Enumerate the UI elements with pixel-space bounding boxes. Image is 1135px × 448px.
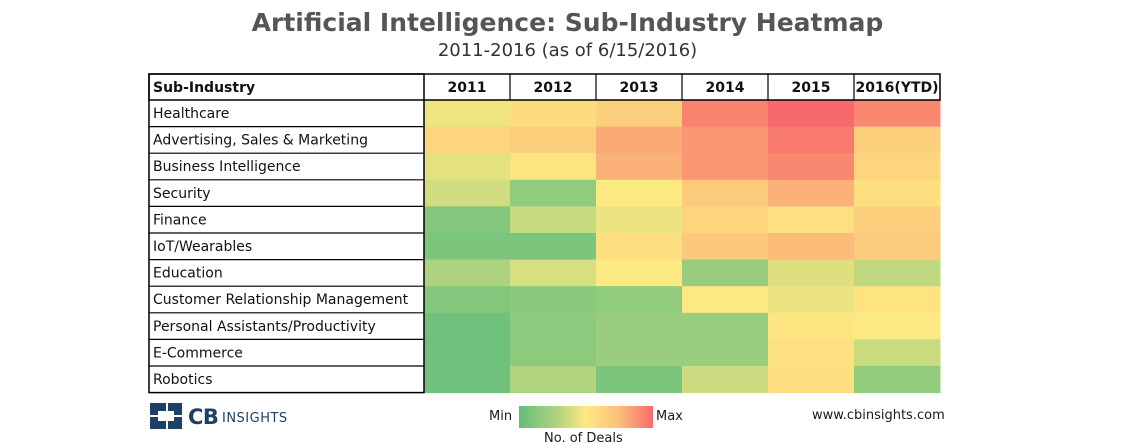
heat-cell	[768, 206, 855, 234]
heat-cell	[510, 233, 597, 261]
brand-name: CB	[188, 405, 219, 429]
heat-cell	[596, 339, 683, 367]
heat-cell	[510, 153, 597, 181]
column-header-label: 2015	[792, 80, 831, 96]
heat-cell	[424, 366, 511, 394]
cb-logo-icon	[150, 403, 182, 429]
heat-cell	[596, 179, 683, 207]
legend-color-scale	[519, 406, 653, 428]
heat-cell	[682, 153, 769, 181]
heat-cell	[854, 259, 941, 287]
row-label: Business Intelligence	[153, 159, 301, 175]
row-label: Security	[153, 186, 211, 202]
heat-cell	[424, 153, 511, 181]
heat-cell	[768, 126, 855, 154]
row-label: E-Commerce	[153, 345, 243, 361]
header-row-background	[149, 74, 940, 100]
heat-cell	[596, 233, 683, 261]
column-header-label: 2012	[534, 80, 573, 96]
chart-subtitle: 2011-2016 (as of 6/15/2016)	[437, 40, 698, 61]
heat-cell	[596, 206, 683, 234]
row-label: Robotics	[153, 372, 213, 388]
heat-cell	[768, 179, 855, 207]
heat-cell	[424, 100, 511, 128]
heat-cell	[682, 366, 769, 394]
heat-cell	[768, 100, 855, 128]
heat-cell	[424, 233, 511, 261]
column-header-label: 2014	[706, 80, 745, 96]
heat-cell	[768, 366, 855, 394]
heat-cell	[596, 259, 683, 287]
heat-cell	[682, 259, 769, 287]
heat-cell	[768, 153, 855, 181]
heat-cell	[424, 339, 511, 367]
heat-cell	[682, 286, 769, 314]
heat-cell	[682, 312, 769, 340]
heat-cell	[768, 286, 855, 314]
row-label: Personal Assistants/Productivity	[153, 319, 376, 335]
heat-cell	[424, 312, 511, 340]
heat-cell	[596, 153, 683, 181]
heat-cell	[510, 179, 597, 207]
heat-cell	[854, 153, 941, 181]
heat-cell	[854, 100, 941, 128]
heat-cell	[510, 366, 597, 394]
heat-cell	[682, 179, 769, 207]
heat-cell	[596, 366, 683, 394]
row-label: Finance	[153, 212, 207, 228]
heat-cell	[854, 233, 941, 261]
heat-cell	[424, 286, 511, 314]
row-label: Advertising, Sales & Marketing	[153, 133, 368, 149]
row-header-label: Sub-Industry	[153, 80, 255, 96]
brand-sub: INSIGHTS	[222, 411, 288, 426]
heat-cell	[682, 233, 769, 261]
row-label: IoT/Wearables	[153, 239, 252, 255]
heat-cell	[768, 312, 855, 340]
legend-max-label: Max	[656, 409, 683, 424]
heat-cell	[682, 339, 769, 367]
legend-title: No. of Deals	[544, 431, 623, 446]
heat-cell	[510, 100, 597, 128]
row-label: Education	[153, 266, 223, 282]
heat-cell	[854, 179, 941, 207]
heat-cell	[424, 126, 511, 154]
heat-cell	[424, 259, 511, 287]
heat-cell	[510, 339, 597, 367]
legend-min-label: Min	[489, 409, 513, 424]
column-header-label: 2013	[620, 80, 659, 96]
heat-cell	[596, 312, 683, 340]
heat-cell	[854, 286, 941, 314]
heat-cell	[596, 126, 683, 154]
heat-cell	[768, 259, 855, 287]
heat-cell	[510, 206, 597, 234]
column-header-label: 2011	[448, 80, 487, 96]
chart-title: Artificial Intelligence: Sub-Industry He…	[251, 8, 884, 37]
heat-cell	[854, 206, 941, 234]
heat-cell	[424, 179, 511, 207]
heat-cell	[682, 100, 769, 128]
column-header-label: 2016(YTD)	[855, 80, 938, 96]
heat-cell	[854, 339, 941, 367]
heat-cell	[510, 312, 597, 340]
row-label: Healthcare	[153, 106, 229, 122]
heat-cell	[596, 286, 683, 314]
row-label: Customer Relationship Management	[153, 292, 409, 308]
cb-insights-logo: CB INSIGHTS	[150, 401, 310, 431]
heat-cell	[682, 206, 769, 234]
heat-cell	[854, 312, 941, 340]
heat-cell	[510, 286, 597, 314]
heat-cell	[854, 366, 941, 394]
heat-cell	[854, 126, 941, 154]
heat-cell	[768, 233, 855, 261]
heat-cell	[510, 259, 597, 287]
heat-cell	[424, 206, 511, 234]
source-url: www.cbinsights.com	[812, 408, 945, 423]
heat-cell	[510, 126, 597, 154]
heat-cell	[768, 339, 855, 367]
heat-cell	[596, 100, 683, 128]
heat-cell	[682, 126, 769, 154]
